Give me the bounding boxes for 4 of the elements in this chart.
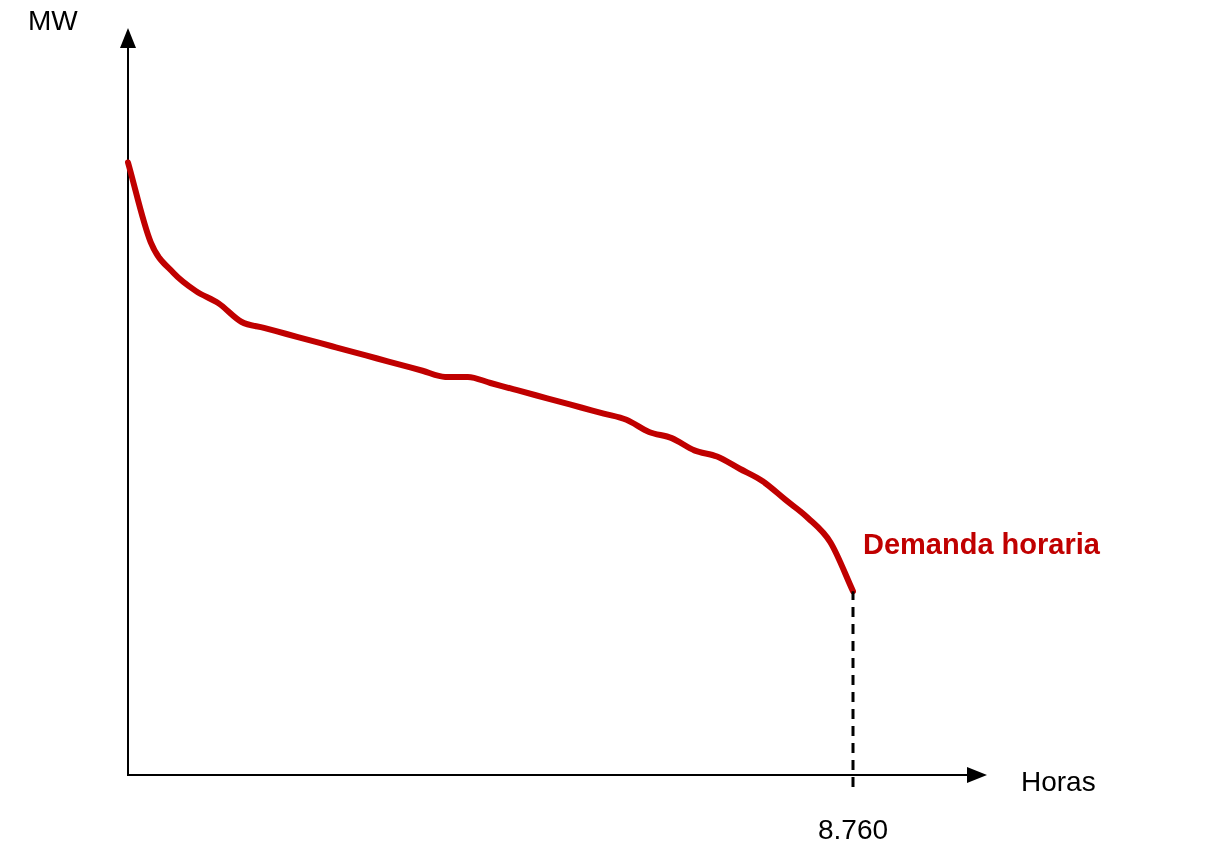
y-axis-title: MW (28, 4, 79, 36)
text: 8.760 (817, 813, 889, 845)
series-label: Demanda horaria (863, 528, 1101, 561)
text: Horas (1021, 765, 1096, 797)
